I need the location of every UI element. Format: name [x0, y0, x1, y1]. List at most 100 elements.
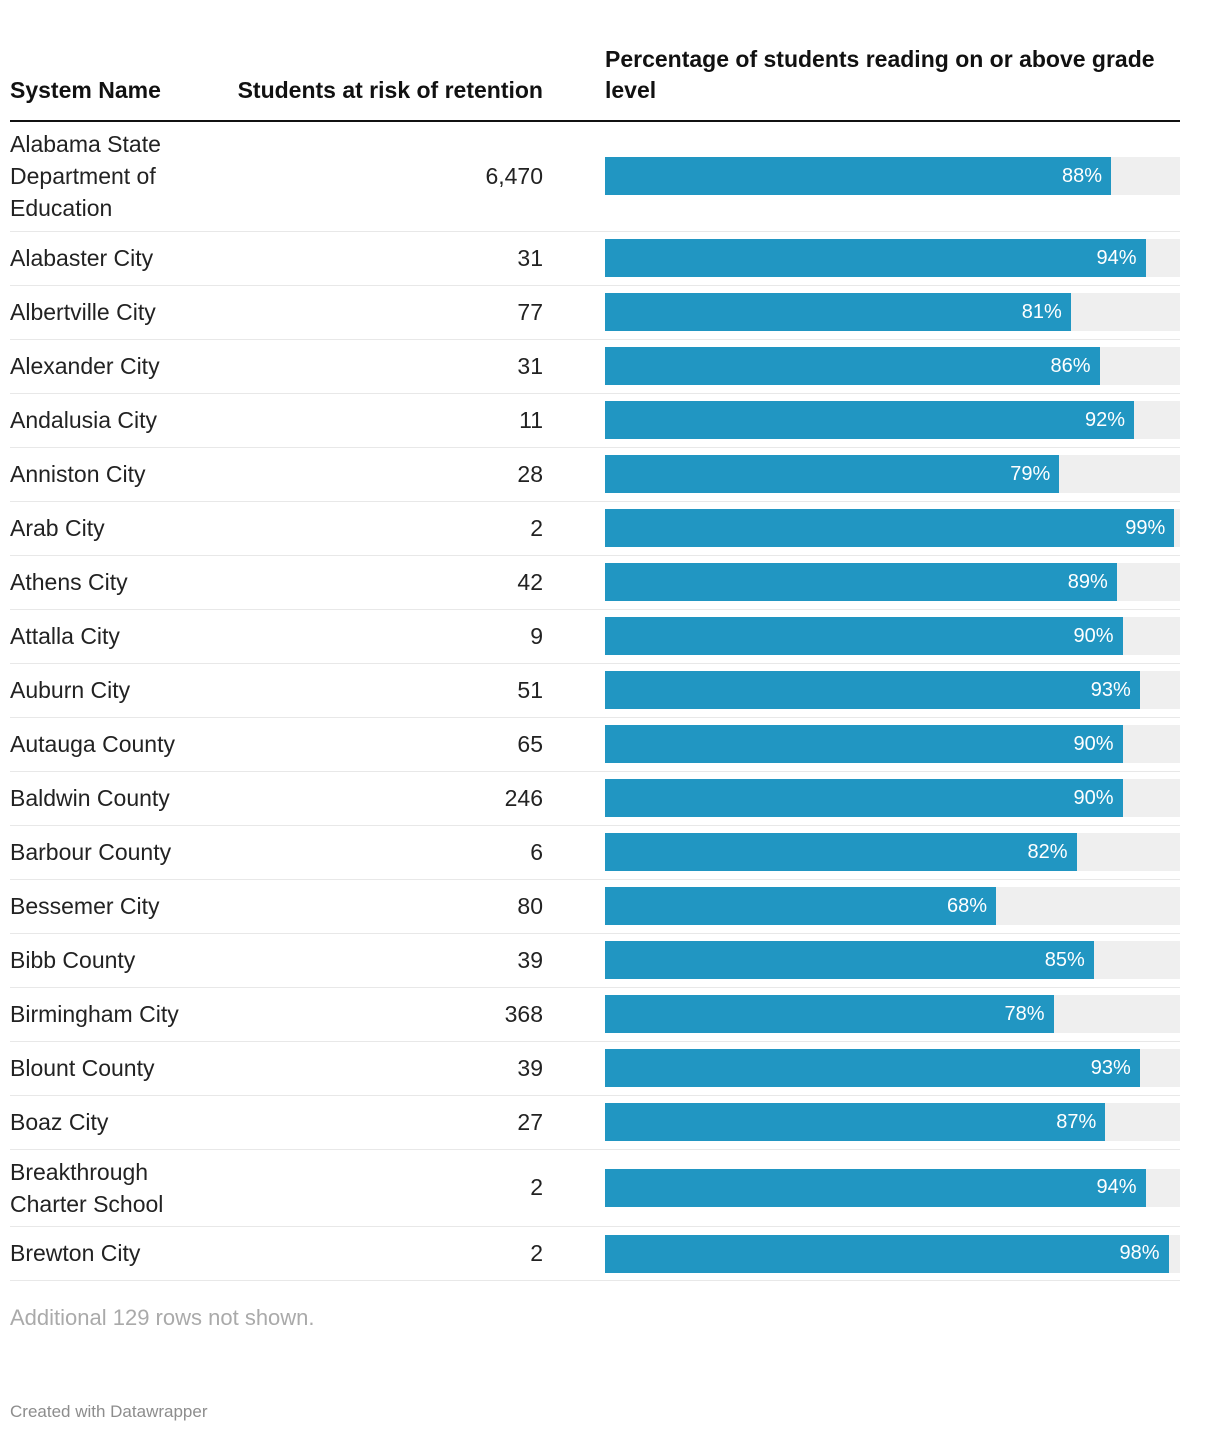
system-name-cell: Arab City — [10, 515, 105, 542]
table-row: Arab City 2 99% — [10, 502, 1180, 556]
bar-track: 89% — [605, 563, 1180, 602]
at-risk-cell: 42 — [517, 568, 543, 595]
bar-cell: 92% — [543, 401, 1180, 440]
bar-fill: 90% — [605, 617, 1123, 656]
bar-fill: 93% — [605, 671, 1140, 710]
at-risk-cell: 39 — [517, 1054, 543, 1081]
bar-track: 93% — [605, 671, 1180, 710]
system-name-cell: Baldwin County — [10, 785, 170, 812]
bar-label: 94% — [1096, 1176, 1137, 1199]
at-risk-cell: 368 — [504, 1000, 543, 1027]
system-name-cell: Brewton City — [10, 1240, 141, 1267]
bar-fill: 89% — [605, 563, 1117, 602]
bar-fill: 87% — [605, 1103, 1106, 1142]
bar-cell: 90% — [543, 617, 1180, 656]
bar-track: 79% — [605, 455, 1180, 494]
system-name-cell: Albertville City — [10, 299, 156, 326]
table-row: Bessemer City 80 68% — [10, 880, 1180, 934]
bar-track: 98% — [605, 1234, 1180, 1273]
at-risk-cell: 39 — [517, 946, 543, 973]
column-header-reading-percentage: Percentage of students reading on or abo… — [605, 46, 1155, 104]
bar-cell: 90% — [543, 725, 1180, 764]
bar-cell: 93% — [543, 1049, 1180, 1088]
column-header-students-at-risk: Students at risk of retention — [237, 77, 543, 104]
bar-label: 92% — [1084, 408, 1125, 431]
table-row: Athens City 42 89% — [10, 556, 1180, 610]
bar-track: 87% — [605, 1103, 1180, 1142]
table-row: Boaz City 27 87% — [10, 1096, 1180, 1150]
system-name-cell: Birmingham City — [10, 1001, 179, 1028]
bar-fill: 94% — [605, 1168, 1146, 1207]
bar-cell: 90% — [543, 779, 1180, 818]
at-risk-cell: 2 — [530, 1240, 543, 1267]
bar-fill: 79% — [605, 455, 1060, 494]
bar-cell: 93% — [543, 671, 1180, 710]
bar-fill: 82% — [605, 833, 1077, 872]
system-name-cell: Breakthrough Charter School — [10, 1158, 164, 1217]
table-row: Alabama State Department of Education 6,… — [10, 122, 1180, 232]
bar-track: 93% — [605, 1049, 1180, 1088]
at-risk-cell: 2 — [530, 514, 543, 541]
bar-fill: 78% — [605, 995, 1054, 1034]
at-risk-cell: 31 — [517, 244, 543, 271]
bar-label: 94% — [1096, 246, 1137, 269]
bar-fill: 88% — [605, 157, 1111, 196]
bar-cell: 81% — [543, 293, 1180, 332]
bar-track: 99% — [605, 509, 1180, 548]
bar-track: 92% — [605, 401, 1180, 440]
at-risk-cell: 27 — [517, 1108, 543, 1135]
at-risk-cell: 65 — [517, 730, 543, 757]
bar-track: 78% — [605, 995, 1180, 1034]
bar-cell: 99% — [543, 509, 1180, 548]
bar-cell: 78% — [543, 995, 1180, 1034]
bar-label: 90% — [1073, 624, 1114, 647]
bar-label: 88% — [1061, 164, 1102, 187]
system-name-cell: Alabaster City — [10, 245, 154, 272]
bar-label: 93% — [1090, 1056, 1131, 1079]
bar-fill: 90% — [605, 725, 1123, 764]
bar-track: 86% — [605, 347, 1180, 386]
bar-label: 90% — [1073, 786, 1114, 809]
table-row: Autauga County 65 90% — [10, 718, 1180, 772]
at-risk-cell: 2 — [530, 1174, 543, 1201]
bar-cell: 82% — [543, 833, 1180, 872]
rows-not-shown-note: Additional 129 rows not shown. — [10, 1305, 315, 1331]
bar-label: 85% — [1044, 948, 1085, 971]
system-name-cell: Athens City — [10, 569, 128, 596]
at-risk-cell: 51 — [517, 676, 543, 703]
bar-label: 93% — [1090, 678, 1131, 701]
bar-cell: 89% — [543, 563, 1180, 602]
bar-cell: 79% — [543, 455, 1180, 494]
table-row: Auburn City 51 93% — [10, 664, 1180, 718]
table-body: Alabama State Department of Education 6,… — [10, 122, 1180, 1282]
system-name-cell: Autauga County — [10, 731, 175, 758]
table-row: Baldwin County 246 90% — [10, 772, 1180, 826]
bar-label: 82% — [1027, 840, 1068, 863]
system-name-cell: Anniston City — [10, 461, 146, 488]
bar-label: 81% — [1021, 300, 1062, 323]
bar-track: 90% — [605, 617, 1180, 656]
table-row: Birmingham City 368 78% — [10, 988, 1180, 1042]
at-risk-cell: 28 — [517, 460, 543, 487]
bar-track: 82% — [605, 833, 1180, 872]
bar-track: 90% — [605, 779, 1180, 818]
bar-label: 87% — [1056, 1110, 1097, 1133]
bar-cell: 98% — [543, 1234, 1180, 1273]
bar-fill: 99% — [605, 509, 1175, 548]
system-name-cell: Auburn City — [10, 677, 131, 704]
table-row: Brewton City 2 98% — [10, 1227, 1180, 1282]
table-row: Albertville City 77 81% — [10, 286, 1180, 340]
bar-fill: 68% — [605, 887, 996, 926]
table-row: Attalla City 9 90% — [10, 610, 1180, 664]
bar-fill: 93% — [605, 1049, 1140, 1088]
table-row: Barbour County 6 82% — [10, 826, 1180, 880]
system-name-cell: Alexander City — [10, 353, 160, 380]
bar-cell: 86% — [543, 347, 1180, 386]
table-row: Alabaster City 31 94% — [10, 232, 1180, 286]
bar-fill: 81% — [605, 293, 1071, 332]
table-row: Blount County 39 93% — [10, 1042, 1180, 1096]
at-risk-cell: 80 — [517, 892, 543, 919]
bar-cell: 85% — [543, 941, 1180, 980]
at-risk-cell: 31 — [517, 352, 543, 379]
bar-track: 68% — [605, 887, 1180, 926]
